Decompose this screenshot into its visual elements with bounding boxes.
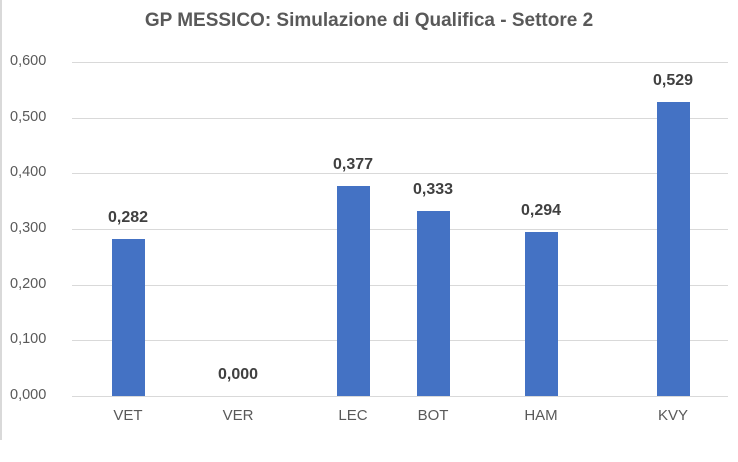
bar-lec (337, 186, 370, 396)
gridline (72, 340, 728, 342)
gridline (72, 117, 728, 119)
data-label-bot: 0,333 (412, 180, 454, 198)
data-label-kvy: 0,529 (652, 71, 694, 89)
bar-bot (417, 210, 450, 396)
y-tick-label: 0,100 (10, 331, 47, 348)
x-category-label: VET (113, 407, 143, 424)
gridline (72, 284, 728, 286)
bar-kvy (657, 101, 690, 396)
y-tick-label: 0,000 (10, 387, 47, 403)
data-label-lec: 0,377 (332, 156, 374, 174)
y-tick-label: 0,500 (10, 108, 47, 125)
bar-vet (112, 239, 145, 396)
y-tick-label: 0,200 (10, 275, 47, 292)
x-category-label: VER (222, 407, 254, 424)
data-label-vet: 0,282 (107, 209, 149, 227)
y-tick-label: 0,600 (10, 53, 47, 69)
gridline (72, 396, 728, 397)
chart-frame (0, 0, 2, 440)
gridline (72, 62, 728, 63)
data-label-ham: 0,294 (520, 202, 562, 220)
x-category-label: KVY (657, 407, 688, 424)
x-category-label: BOT (417, 407, 449, 424)
x-category-label: LEC (338, 407, 368, 424)
data-label-ver: 0,000 (217, 366, 259, 383)
y-tick-label: 0,300 (10, 220, 47, 236)
chart-title: GP MESSICO: Simulazione di Qualifica - S… (144, 10, 594, 31)
gridline (72, 173, 728, 175)
x-category-label: HAM (524, 407, 558, 424)
bar-ham (525, 232, 558, 396)
gridline (72, 229, 728, 230)
y-tick-label: 0,400 (10, 164, 47, 181)
